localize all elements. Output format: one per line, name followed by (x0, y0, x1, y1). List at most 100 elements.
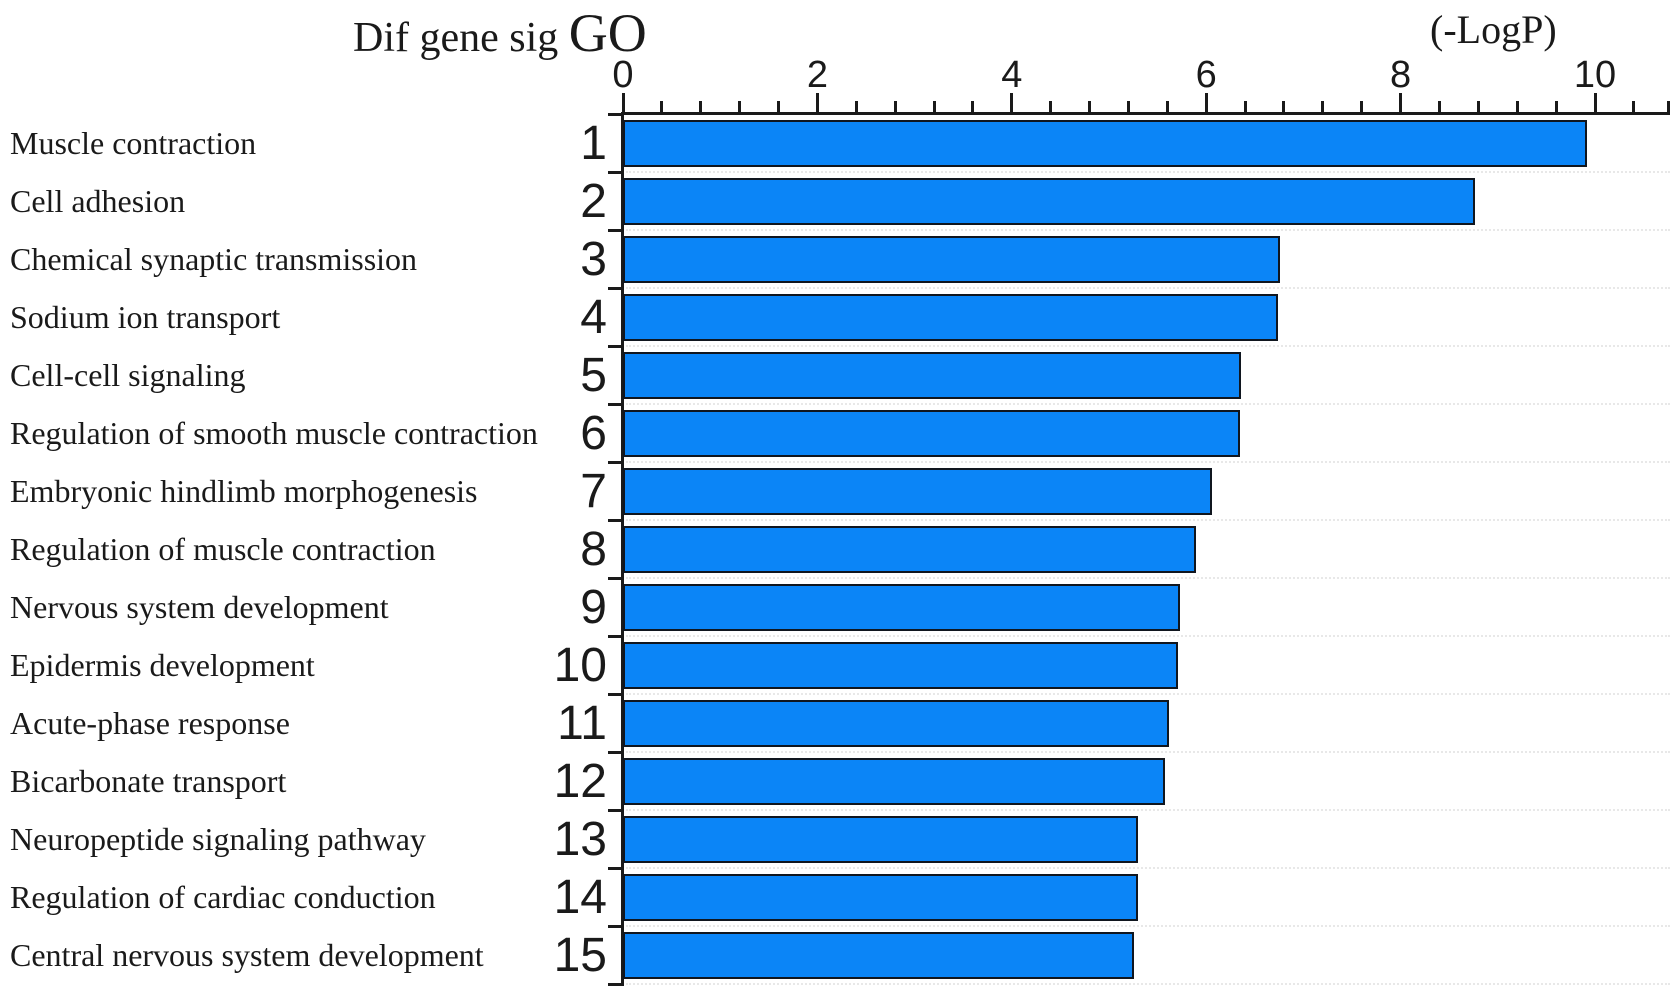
x-axis-minor-tick (1554, 101, 1558, 114)
x-axis-tick-label: 2 (806, 54, 828, 96)
bar-8 (623, 526, 1197, 573)
row-gridline (626, 403, 1670, 405)
rank-number: 14 (553, 871, 607, 924)
rank-number: 8 (580, 523, 607, 576)
rank-number: 11 (557, 697, 607, 750)
x-axis-minor-tick (1049, 101, 1053, 114)
x-axis-major-tick (1593, 93, 1597, 114)
y-axis-tick (608, 750, 624, 754)
x-axis-minor-tick (893, 101, 897, 114)
rank-number: 4 (580, 291, 607, 344)
y-axis-tick (608, 808, 624, 812)
x-axis-minor-tick (699, 101, 703, 114)
row-gridline (626, 229, 1670, 231)
y-axis-tick (608, 286, 624, 290)
y-axis-tick (608, 982, 624, 986)
row-gridline (626, 983, 1670, 985)
x-axis-minor-tick (932, 101, 936, 114)
chart-title-text: Dif gene sig (353, 15, 569, 61)
category-label: Neuropeptide signaling pathway (10, 821, 426, 857)
x-axis-minor-tick (660, 101, 664, 114)
x-axis-minor-tick (1632, 101, 1636, 114)
bar-10 (623, 642, 1178, 689)
category-label: Regulation of muscle contraction (10, 531, 436, 567)
bar-3 (623, 236, 1281, 283)
x-axis-minor-tick (1088, 101, 1092, 114)
x-axis-tick-label: 0 (612, 54, 634, 96)
rank-number: 1 (580, 117, 607, 170)
x-axis-minor-tick (738, 101, 742, 114)
bar-6 (623, 410, 1241, 457)
x-axis-minor-tick (971, 101, 975, 114)
category-label: Chemical synaptic transmission (10, 241, 418, 277)
y-axis-tick (608, 924, 624, 928)
category-label: Sodium ion transport (10, 299, 281, 335)
x-axis-major-tick (1010, 93, 1014, 114)
bar-1 (623, 120, 1588, 167)
x-axis-minor-tick (1666, 101, 1670, 114)
row-gridline (626, 577, 1670, 579)
y-axis-tick (608, 866, 624, 870)
row-gridline (626, 867, 1670, 869)
x-axis-minor-tick (1515, 101, 1519, 114)
y-axis-tick (608, 692, 624, 696)
bar-9 (623, 584, 1180, 631)
category-label: Epidermis development (10, 647, 315, 683)
y-axis-line (621, 112, 624, 985)
x-axis-minor-tick (1321, 101, 1325, 114)
bar-14 (623, 874, 1139, 921)
bar-15 (623, 932, 1135, 979)
y-axis-tick (608, 402, 624, 406)
x-axis-major-tick (815, 93, 819, 114)
row-gridline (626, 287, 1670, 289)
x-axis-line (621, 112, 1670, 115)
rank-number: 9 (580, 581, 607, 634)
y-axis-tick (608, 634, 624, 638)
x-axis-major-tick (1204, 93, 1208, 114)
bar-11 (623, 700, 1170, 747)
row-gridline (626, 809, 1670, 811)
chart-title: Dif gene sig GO (353, 2, 647, 64)
x-axis-minor-tick (1360, 101, 1364, 114)
category-label: Central nervous system development (10, 937, 484, 973)
x-axis-minor-tick (854, 101, 858, 114)
rank-number: 7 (580, 465, 607, 518)
chart-title-go: GO (568, 3, 647, 63)
y-axis-tick (608, 112, 624, 116)
y-axis-tick (608, 460, 624, 464)
x-axis-minor-tick (1282, 101, 1286, 114)
row-gridline (626, 171, 1670, 173)
x-axis-unit-label: (-LogP) (1430, 7, 1557, 52)
bar-12 (623, 758, 1166, 805)
y-axis-tick (608, 518, 624, 522)
category-label: Bicarbonate transport (10, 763, 287, 799)
x-axis-minor-tick (1165, 101, 1169, 114)
x-axis-minor-tick (1437, 101, 1441, 114)
category-label: Cell-cell signaling (10, 357, 246, 393)
category-label: Nervous system development (10, 589, 389, 625)
bar-13 (623, 816, 1139, 863)
x-axis-tick-label: 4 (1001, 54, 1023, 96)
x-axis-major-tick (1399, 93, 1403, 114)
x-axis-minor-tick (777, 101, 781, 114)
row-gridline (626, 345, 1670, 347)
x-axis-tick-label: 8 (1390, 54, 1412, 96)
rank-number: 13 (553, 813, 607, 866)
y-axis-tick (608, 344, 624, 348)
bar-2 (623, 178, 1476, 225)
x-axis-tick-label: 10 (1573, 54, 1617, 96)
y-axis-tick (608, 576, 624, 580)
row-gridline (626, 635, 1670, 637)
rank-number: 5 (580, 349, 607, 402)
y-axis-tick (608, 228, 624, 232)
category-label: Acute-phase response (10, 705, 290, 741)
rank-number: 12 (553, 755, 607, 808)
x-axis-major-tick (621, 93, 625, 114)
rank-number: 3 (580, 233, 607, 286)
category-label: Embryonic hindlimb morphogenesis (10, 473, 478, 509)
category-label: Regulation of cardiac conduction (10, 879, 436, 915)
x-axis-minor-tick (1126, 101, 1130, 114)
row-gridline (626, 693, 1670, 695)
x-axis-minor-tick (1243, 101, 1247, 114)
